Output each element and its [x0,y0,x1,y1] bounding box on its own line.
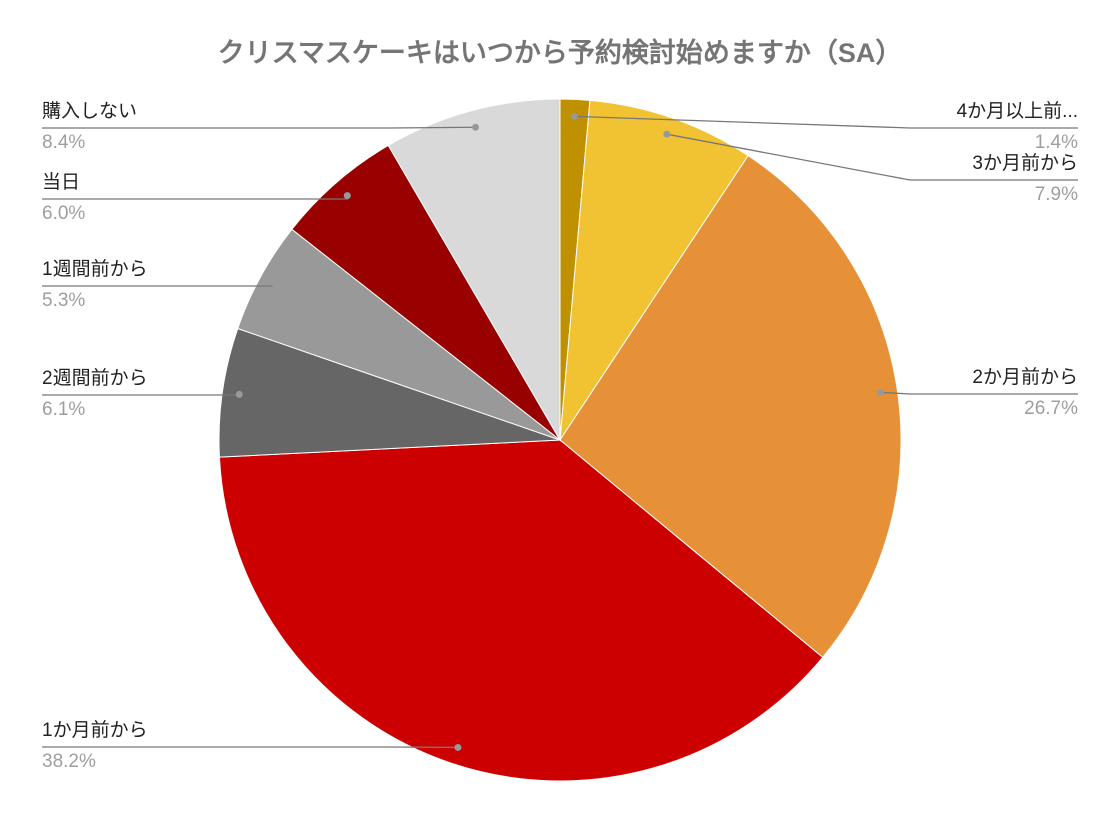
slice-label: 1週間前から [42,258,148,280]
pie-slice [559,99,749,441]
leader-dot [663,130,671,138]
slice-label: 3か月前から [972,152,1078,174]
pie-slice [559,154,902,659]
slice-label: 1か月前から [42,719,148,741]
slice-label: 購入しない [42,100,137,122]
slice-value-label: 26.7% [1024,398,1078,419]
slice-value-label: 1.4% [1035,132,1078,153]
leader-dot [472,123,480,131]
slice-value-label: 38.2% [42,751,96,772]
slice-value-label: 6.1% [42,399,85,420]
leader-line [574,115,1078,129]
slice-label: 当日 [42,171,80,193]
slice-value-label: 7.9% [1035,184,1078,205]
pie-slice [387,98,561,442]
leader-dot [272,281,280,289]
leader-line [42,394,240,396]
leader-dot [454,743,462,751]
pie-slice [218,327,561,458]
slice-label: 4か月以上前... [957,100,1078,122]
leader-dot [235,390,243,398]
leader-dot [343,192,351,200]
slice-label: 2か月前から [972,366,1078,388]
slice-value-label: 8.4% [42,132,85,153]
leader-line [880,391,1078,395]
leader-line [666,133,1078,181]
slice-value-label: 6.0% [42,203,85,224]
chart-title: クリスマスケーキはいつから予約検討始めますか（SA） [218,37,903,68]
leader-dot [570,112,578,120]
slice-label: 2週間前から [42,367,148,389]
leader-line [42,195,348,200]
leader-line [42,284,277,287]
leader-dot [876,388,884,396]
pie-slice [218,439,824,782]
leader-line [42,126,476,129]
pie-slice [291,144,561,441]
slice-value-label: 5.3% [42,290,85,311]
